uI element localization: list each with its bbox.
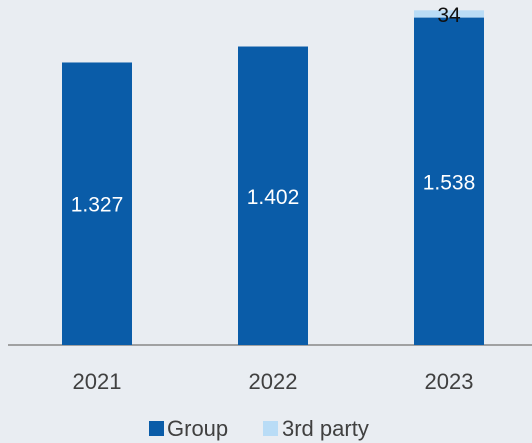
- x-tick-label-2022: 2022: [249, 369, 298, 394]
- bar-2023-3rd-party: [414, 10, 484, 18]
- legend-label-group: Group: [167, 416, 228, 441]
- data-label-2021-group: 1.327: [71, 194, 124, 217]
- data-labels-group: 1.327 1.402 1.538 34: [71, 4, 476, 217]
- bars-group: [62, 10, 484, 346]
- bar-2023-group: [414, 17, 484, 345]
- legend-swatch-group: [149, 421, 164, 436]
- data-label-2023-group: 1.538: [423, 171, 476, 194]
- data-label-2022-group: 1.402: [247, 186, 300, 209]
- legend-label-3rd-party: 3rd party: [282, 416, 369, 441]
- bar-2021-group: [62, 62, 132, 346]
- bar-2022-group: [238, 46, 308, 346]
- x-tick-label-2023: 2023: [425, 369, 474, 394]
- x-tick-labels-group: 2021 2022 2023: [73, 369, 474, 394]
- legend-swatch-3rd-party: [263, 421, 278, 436]
- legend: Group 3rd party: [149, 416, 369, 441]
- data-label-2023-3rd-party: 34: [437, 4, 461, 27]
- x-tick-label-2021: 2021: [73, 369, 122, 394]
